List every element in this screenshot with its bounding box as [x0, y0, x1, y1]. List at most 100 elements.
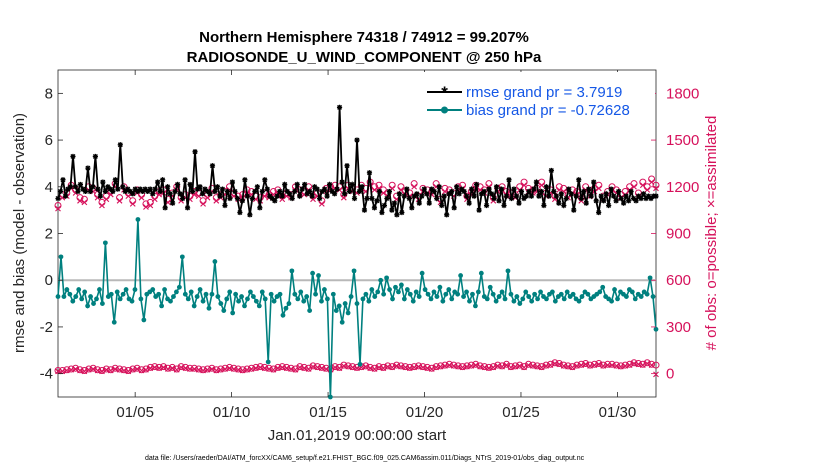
- rmse-point: [269, 195, 275, 202]
- rmse-point: [264, 186, 270, 192]
- obs-assimilated-point: [252, 365, 259, 372]
- bias-point: [283, 305, 289, 311]
- data-file-footnote: data file: /Users/raeder/DAI/ATM_forcXX/…: [145, 455, 585, 462]
- rmse-point: [558, 191, 564, 197]
- rmse-point: [576, 177, 582, 183]
- rmse-point: [207, 191, 213, 197]
- rmse-point: [411, 193, 417, 199]
- obs-assimilated-point: [261, 193, 268, 200]
- obs-assimilated-point: [494, 362, 501, 369]
- bias-point: [401, 296, 407, 302]
- obs-assimilated-point: [288, 366, 294, 372]
- bias-point: [333, 308, 339, 313]
- bias-point: [502, 296, 508, 302]
- rmse-point: [125, 186, 131, 192]
- rmse-point: [349, 181, 355, 188]
- rmse-point: [319, 188, 325, 195]
- rmse-point: [581, 188, 587, 195]
- rmse-point: [471, 193, 477, 199]
- obs-possible-point: [555, 360, 563, 368]
- bias-point: [174, 289, 179, 295]
- bias-point: [79, 296, 85, 302]
- rmse-point: [635, 193, 642, 199]
- bias-point: [304, 294, 310, 299]
- obs-assimilated-point: [77, 367, 83, 374]
- obs-assimilated-point: [411, 183, 418, 190]
- rmse-point: [227, 195, 233, 202]
- bias-point: [310, 270, 315, 276]
- obs-assimilated-point: [600, 362, 607, 369]
- rmse-point: [95, 186, 101, 192]
- obs-assimilated-point: [622, 362, 629, 369]
- rmse-point: [127, 188, 133, 195]
- rmse-point: [406, 195, 412, 202]
- obs-assimilated-point: [424, 365, 431, 372]
- rmse-point: [92, 153, 98, 160]
- chart-subtitle: RADIOSONDE_U_WIND_COMPONENT @ 250 hPa: [187, 49, 542, 66]
- y-axis-label-left: rmse and bias (model - observation): [11, 113, 28, 353]
- bias-point: [446, 287, 452, 292]
- rmse-point: [217, 193, 223, 199]
- right-tick-label: 1200: [666, 179, 699, 196]
- obs-possible-point: [129, 365, 137, 373]
- obs-assimilated-point: [226, 365, 233, 372]
- bias-point: [132, 287, 138, 292]
- rmse-point: [493, 184, 500, 190]
- obs-assimilated-point: [653, 371, 659, 378]
- bias-point: [82, 289, 88, 295]
- bias-point: [399, 282, 404, 288]
- bias-point: [366, 298, 372, 304]
- obs-assimilated-point: [569, 364, 576, 371]
- left-tick-label: 0: [45, 272, 53, 289]
- obs-possible-point: [542, 361, 550, 369]
- rmse-point: [399, 209, 405, 216]
- obs-assimilated-point: [565, 363, 571, 370]
- bias-point: [535, 296, 540, 302]
- bias-point: [597, 289, 603, 295]
- bias-point: [478, 270, 484, 276]
- rmse-point: [77, 181, 84, 188]
- bias-point: [585, 291, 591, 297]
- rmse-point: [491, 195, 497, 202]
- x-axis-ticks: 01/05 01/10 01/15 01/20 01/25 01/30: [116, 70, 636, 421]
- right-axis-ticks: 0 300 600 900 1200 1500 1800: [651, 85, 699, 383]
- rmse-point: [272, 198, 278, 204]
- bias-point: [111, 319, 117, 325]
- obs-assimilated-point: [595, 361, 602, 368]
- bias-point: [443, 291, 449, 297]
- rmse-point: [389, 207, 395, 213]
- obs-assimilated-point: [200, 201, 206, 207]
- rmse-point: [331, 191, 338, 197]
- rmse-point: [62, 193, 69, 199]
- rmse-point: [229, 179, 236, 185]
- obs-assimilated-point: [587, 362, 593, 369]
- bias-point: [156, 291, 162, 297]
- obs-assimilated-point: [626, 362, 633, 368]
- bias-point: [162, 287, 167, 292]
- rmse-point: [177, 191, 183, 197]
- obs-assimilated-point: [156, 365, 163, 372]
- rmse-point: [536, 193, 542, 199]
- rmse-point: [369, 195, 375, 202]
- obs-assimilated-point: [314, 364, 321, 371]
- obs-possible-point: [643, 359, 651, 367]
- obs-assimilated-point: [94, 367, 101, 374]
- legend-box: [424, 72, 655, 118]
- obs-assimilated-point: [200, 367, 206, 374]
- bias-point: [650, 294, 656, 299]
- right-tick-label: 900: [666, 226, 691, 243]
- rmse-point: [312, 184, 318, 190]
- obs-assimilated-point: [217, 366, 224, 373]
- bias-point: [576, 298, 582, 304]
- bias-point: [561, 296, 567, 302]
- obs-assimilated-point: [446, 362, 453, 368]
- right-tick-label: 600: [666, 272, 691, 289]
- rmse-point: [192, 149, 198, 155]
- obs-assimilated-point: [266, 366, 272, 372]
- bias-point: [549, 289, 555, 295]
- rmse-point: [322, 186, 328, 192]
- rmse-point: [314, 186, 320, 192]
- rmse-point: [142, 186, 148, 192]
- obs-possible-point: [485, 363, 493, 371]
- rmse-point: [182, 177, 188, 183]
